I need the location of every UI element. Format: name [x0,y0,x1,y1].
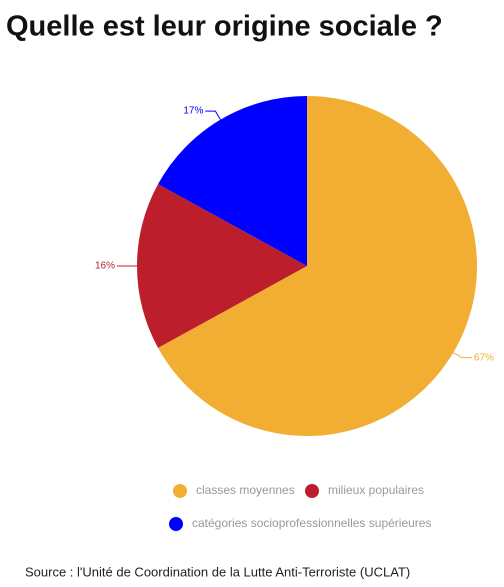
leader-line [205,110,221,120]
data-label: 67% [474,352,494,363]
pie-slice [158,96,477,437]
data-label: 17% [183,106,203,117]
pie-slice [137,184,307,348]
chart-title: Quelle est leur origine sociale ? [6,11,443,43]
pie-slice [158,95,307,266]
source: Source : l'Unité de Coordination de la L… [25,564,410,579]
legend-label: catégories socioprofessionnelles supérie… [192,516,431,530]
leader-line [453,352,472,359]
legend-label: classes moyennes [196,483,295,497]
legend-marker [173,484,187,498]
legend-marker [169,517,183,531]
legend-marker [305,484,319,498]
data-label: 16% [95,261,115,272]
legend-label: milieux populaires [328,483,424,497]
